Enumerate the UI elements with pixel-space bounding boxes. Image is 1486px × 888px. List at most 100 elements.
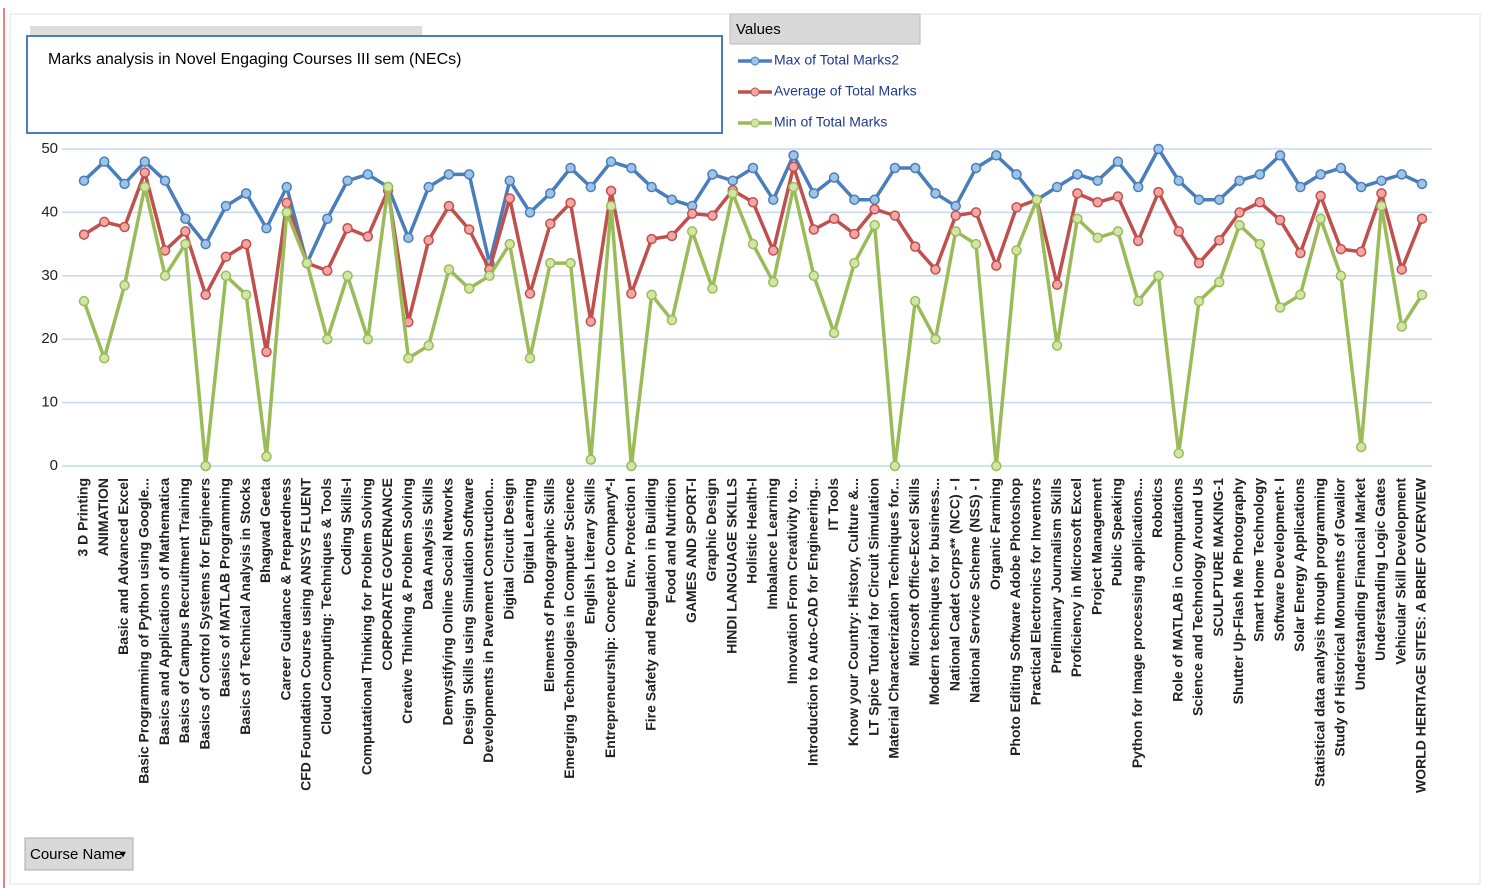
x-tick-label: Modern techniques for business... [926,478,942,705]
point [362,169,374,180]
point [1214,235,1225,246]
point [1295,247,1306,259]
point [686,226,698,237]
point [849,228,860,240]
point [707,169,718,180]
point [484,270,495,282]
point [1274,150,1286,161]
point [747,197,759,208]
point [261,451,272,462]
point [322,213,333,224]
point [545,257,556,269]
point [930,188,941,199]
point [1193,295,1205,307]
x-tick-label: Practical Electronics for Inventors [1028,478,1044,705]
point [240,238,252,250]
point [991,260,1002,271]
x-tick-label: Digital Circuit Design [500,478,516,620]
point [869,219,880,231]
point [180,226,191,237]
point [808,270,820,282]
x-tick-label: Photo Editing Software Adobe Photoshop [1007,478,1023,756]
point [666,194,678,205]
point [889,162,901,174]
point [1051,279,1063,290]
field-button[interactable] [24,837,134,871]
point [423,340,434,351]
point [159,175,171,186]
x-tick-label: Food and Nutrition [663,478,679,603]
point [180,238,191,250]
x-tick-label: Digital Learning [521,478,537,584]
x-tick-label: LT Spice Tutorial for Circuit Simulation [865,478,881,736]
point [930,264,941,275]
point [666,314,678,326]
point [1274,214,1286,226]
point [1193,257,1205,269]
point [99,156,110,167]
x-tick-label: Entrepreneurship: Concept to Company*-I [602,478,618,758]
point [605,185,617,197]
point [281,181,292,193]
point [545,218,556,230]
point [646,289,657,301]
x-tick-label: Robotics [1149,478,1165,538]
point [909,162,921,174]
point [605,156,617,167]
x-tick-label: Coding Skills-I [338,478,354,575]
point [1274,302,1286,313]
x-tick-label: Basics and Applications of Mathematica [156,478,172,745]
point [1295,289,1306,301]
point [808,188,820,199]
point [139,156,151,167]
point [1132,235,1144,247]
chart-title: Marks analysis in Novel Engaging Courses… [48,51,461,68]
point [747,238,759,250]
x-tick-label: CFD Foundation Course using ANSYS FLUENT [298,478,314,791]
point [950,210,961,221]
x-tick-label: Shutter Up-Flash Me Photography [1230,478,1246,705]
x-tick-label: Study of Historical Monuments of Gwalior [1332,477,1348,756]
x-tick-label: Holistic Health-I [744,478,760,584]
point [342,175,353,186]
legend-marker [750,56,760,66]
legend-label: Max of Total Marks2 [774,52,899,68]
point [1355,246,1367,257]
point [1092,232,1103,244]
point [463,283,475,294]
point [828,327,840,339]
x-tick-label: Preliminary Journalism Skills [1048,478,1064,674]
point [403,232,414,244]
point [403,352,414,364]
point [342,223,353,234]
point [423,181,434,193]
legend-header [729,13,921,45]
x-tick-label: Basics of Campus Recruitment Training [176,478,192,743]
y-tick-label: 20 [41,330,58,347]
point [585,316,597,327]
point [362,333,374,345]
point [220,270,232,282]
legend-marker [750,87,760,97]
point [686,208,698,219]
point [585,181,597,193]
point [1315,169,1326,180]
point [788,161,799,173]
point [261,223,272,234]
x-tick-label: Understanding Financial Market [1352,478,1368,691]
y-tick-label: 50 [41,140,58,157]
point [443,200,455,212]
point [1254,169,1266,180]
point [382,181,394,193]
point [99,352,110,364]
point [646,181,657,193]
point [1234,207,1245,218]
x-tick-label: Organic Farming [987,478,1003,590]
point [768,245,779,256]
point [78,229,90,240]
point [1153,143,1164,155]
point [605,200,617,212]
legend-label: Min of Total Marks [774,114,887,130]
point [1416,289,1428,301]
point [1173,448,1184,459]
